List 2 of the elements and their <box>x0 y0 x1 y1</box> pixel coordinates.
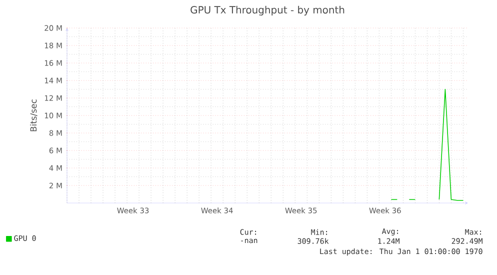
chart-title: GPU Tx Throughput - by month <box>190 6 344 16</box>
y-axis-title: Bits/sec <box>30 100 38 132</box>
